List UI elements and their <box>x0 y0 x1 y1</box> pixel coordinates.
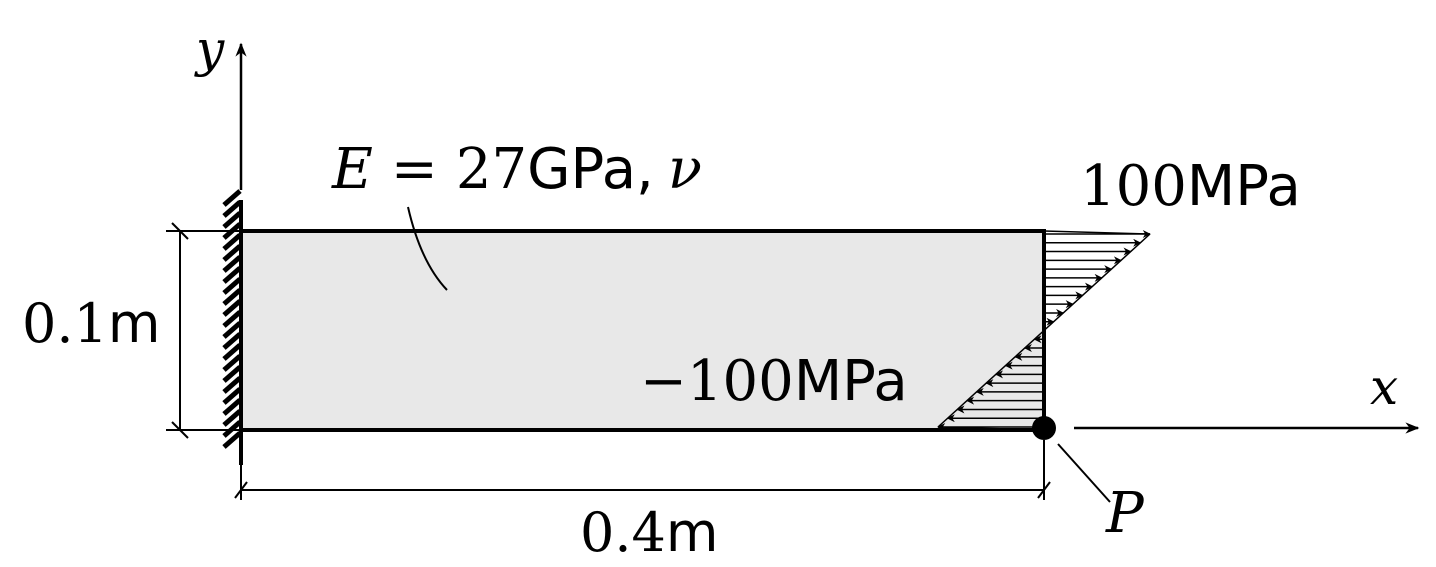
hatch-line <box>222 299 242 317</box>
point-p-leader <box>1057 443 1111 503</box>
hatch-line <box>222 431 242 449</box>
hatch-line <box>222 409 242 427</box>
hatch-line <box>222 398 242 416</box>
hatch-line <box>222 332 242 350</box>
length-dimension <box>234 430 1051 500</box>
top-load-label: 100MPa <box>1080 154 1301 219</box>
hatch-line <box>222 255 242 273</box>
hatch-line <box>222 277 242 295</box>
hatch-line <box>222 189 242 207</box>
beam-body <box>239 229 1046 432</box>
material-label: E = 27GPa, ν <box>331 137 702 202</box>
bottom-load-label: −100MPa <box>640 349 908 414</box>
point-p-marker <box>1032 416 1056 440</box>
hatch-line <box>222 266 242 284</box>
distributed-load <box>937 230 1151 431</box>
height-label: 0.1m <box>22 292 161 355</box>
hatch-line <box>222 387 242 405</box>
length-label: 0.4m <box>580 501 719 564</box>
y-axis-label: y <box>194 20 225 78</box>
hatch-line <box>222 343 242 361</box>
height-dimension <box>166 222 241 439</box>
fixed-support <box>222 189 243 465</box>
material-leader <box>407 206 448 291</box>
hatch-line <box>222 321 242 339</box>
hatch-line <box>222 244 242 262</box>
hatch-line <box>222 376 242 394</box>
x-axis-label: x <box>1370 358 1398 416</box>
hatch-line <box>222 211 242 229</box>
hatch-line <box>222 288 242 306</box>
hatch-line <box>222 233 242 251</box>
hatch-line <box>222 365 242 383</box>
point-p-label: P <box>1105 481 1145 546</box>
hatch-line <box>222 354 242 372</box>
hatch-line <box>222 200 242 218</box>
hatch-line <box>222 310 242 328</box>
